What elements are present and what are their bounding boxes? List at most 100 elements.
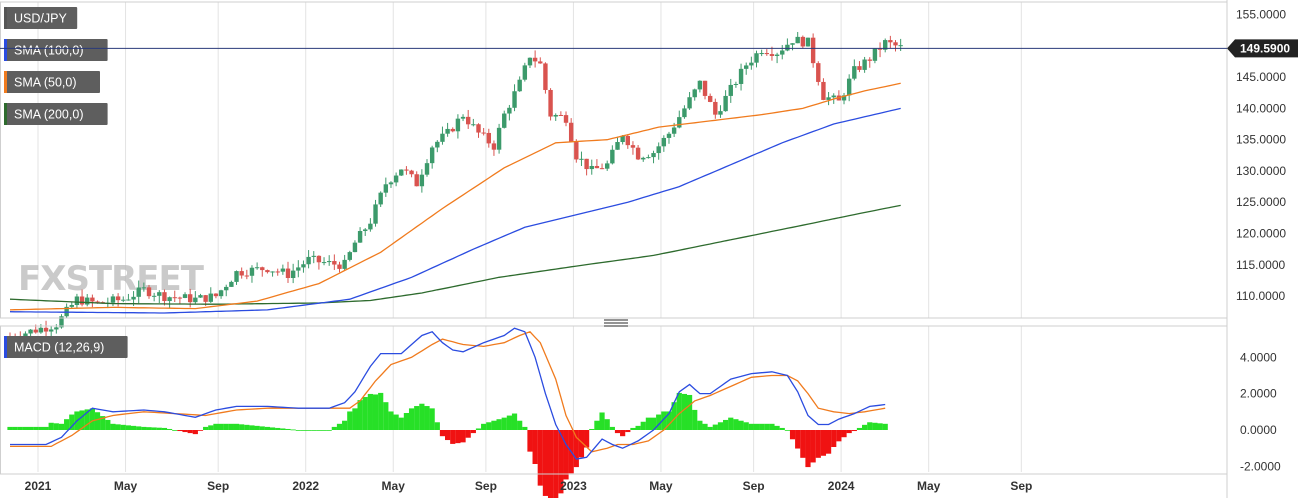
macd-histogram-bar: [862, 424, 868, 430]
macd-histogram-bar: [599, 412, 605, 430]
macd-histogram-bar: [321, 430, 327, 431]
candle-body: [388, 182, 394, 185]
macd-histogram-bar: [192, 430, 198, 435]
legend-box[interactable]: [4, 71, 100, 93]
candle-body: [491, 143, 497, 150]
macd-histogram-bar: [100, 416, 106, 430]
legend-item[interactable]: SMA (50,0): [4, 71, 100, 93]
candle-body: [59, 316, 64, 328]
macd-histogram-bar: [105, 419, 111, 430]
macd-histogram-bar: [295, 430, 301, 431]
candle-body: [486, 132, 491, 144]
candle-body: [671, 127, 677, 134]
macd-histogram-bar: [110, 423, 116, 430]
macd-histogram-bar: [254, 425, 260, 430]
candle-body: [517, 79, 522, 92]
macd-histogram-bar: [239, 424, 245, 430]
macd-histogram-bar: [563, 430, 569, 480]
candle-body: [90, 297, 95, 302]
macd-histogram-bar: [136, 426, 142, 430]
macd-histogram-bar: [594, 420, 600, 430]
candle-body: [599, 168, 605, 170]
candle-body: [692, 89, 697, 98]
candle-body: [666, 133, 672, 138]
candle-body: [450, 128, 455, 132]
candle-body: [656, 146, 661, 154]
macd-histogram-bar: [728, 417, 734, 430]
candle-body: [316, 255, 322, 263]
macd-histogram-bar: [94, 412, 101, 430]
candle-body: [543, 63, 548, 90]
macd-histogram-bar: [300, 430, 307, 431]
candle-body: [229, 281, 234, 287]
candle-body: [867, 59, 872, 61]
candle-body: [877, 48, 883, 50]
candle-body: [682, 108, 687, 118]
macd-y-tick-label: 0.0000: [1240, 423, 1277, 437]
legend-box[interactable]: [4, 103, 108, 125]
macd-histogram-bar: [620, 430, 626, 437]
candle-body: [568, 122, 574, 142]
macd-histogram-bar: [362, 397, 368, 430]
macd-histogram-bar: [800, 430, 806, 458]
macd-histogram-bar: [146, 427, 152, 430]
candle-body: [527, 57, 533, 66]
legend-item[interactable]: USD/JPY: [4, 7, 78, 29]
y-tick-label: 125.0000: [1236, 195, 1286, 209]
macd-histogram-bar: [491, 420, 497, 430]
candle-body: [630, 145, 636, 148]
macd-histogram-bar: [33, 426, 39, 430]
macd-histogram-bar: [789, 430, 796, 440]
candle-body: [363, 229, 368, 232]
candle-body: [661, 137, 667, 147]
candle-body: [404, 169, 409, 171]
legend-swatch: [4, 39, 7, 61]
candle-body: [23, 333, 28, 339]
candle-body: [625, 135, 630, 146]
macd-histogram-bar: [547, 430, 554, 498]
macd-histogram-bar: [511, 413, 518, 430]
macd-histogram-bar: [707, 426, 713, 430]
legend-box[interactable]: [4, 7, 78, 29]
candle-body: [718, 111, 723, 115]
candle-body: [460, 116, 466, 119]
candle-body: [172, 297, 177, 299]
last-price-label: 149.5900: [1240, 41, 1290, 55]
legend-box[interactable]: [4, 39, 108, 61]
macd-histogram-bar: [79, 410, 85, 430]
macd-y-tick-label: -2.0000: [1240, 459, 1281, 473]
macd-histogram-bar: [424, 406, 430, 430]
candle-body: [368, 223, 373, 230]
macd-histogram-bar: [496, 419, 502, 430]
candle-body: [810, 37, 816, 64]
candle-body: [321, 262, 327, 264]
candle-body: [393, 175, 399, 183]
candle-body: [326, 261, 332, 263]
macd-histogram-bar: [810, 430, 816, 463]
legend-item[interactable]: SMA (100,0): [4, 39, 108, 61]
candle-body: [332, 261, 337, 265]
y-tick-label: 110.0000: [1236, 289, 1285, 303]
x-tick-label: May: [382, 479, 406, 493]
macd-histogram-bar: [69, 414, 75, 430]
candle-body: [548, 89, 553, 117]
legend-box[interactable]: [4, 336, 128, 358]
sma-50-line: [9, 82, 901, 311]
candle-body: [121, 299, 126, 301]
macd-legend-item[interactable]: MACD (12,26,9): [4, 336, 128, 358]
macd-histogram-bar: [269, 427, 276, 430]
candle-body: [28, 329, 33, 334]
macd-histogram-bar: [203, 426, 209, 430]
candle-body: [167, 297, 172, 302]
macd-histogram-bar: [841, 430, 847, 438]
legend-swatch: [4, 7, 7, 29]
macd-histogram-bar: [856, 427, 863, 430]
candle-body: [131, 296, 136, 300]
macd-histogram-bar: [393, 414, 399, 430]
candle-body: [713, 101, 718, 115]
macd-histogram-bar: [156, 427, 162, 430]
macd-histogram-bar: [439, 430, 446, 437]
legend-item[interactable]: SMA (200,0): [4, 103, 108, 125]
candle-body: [157, 292, 162, 296]
macd-histogram-bar: [48, 422, 54, 430]
